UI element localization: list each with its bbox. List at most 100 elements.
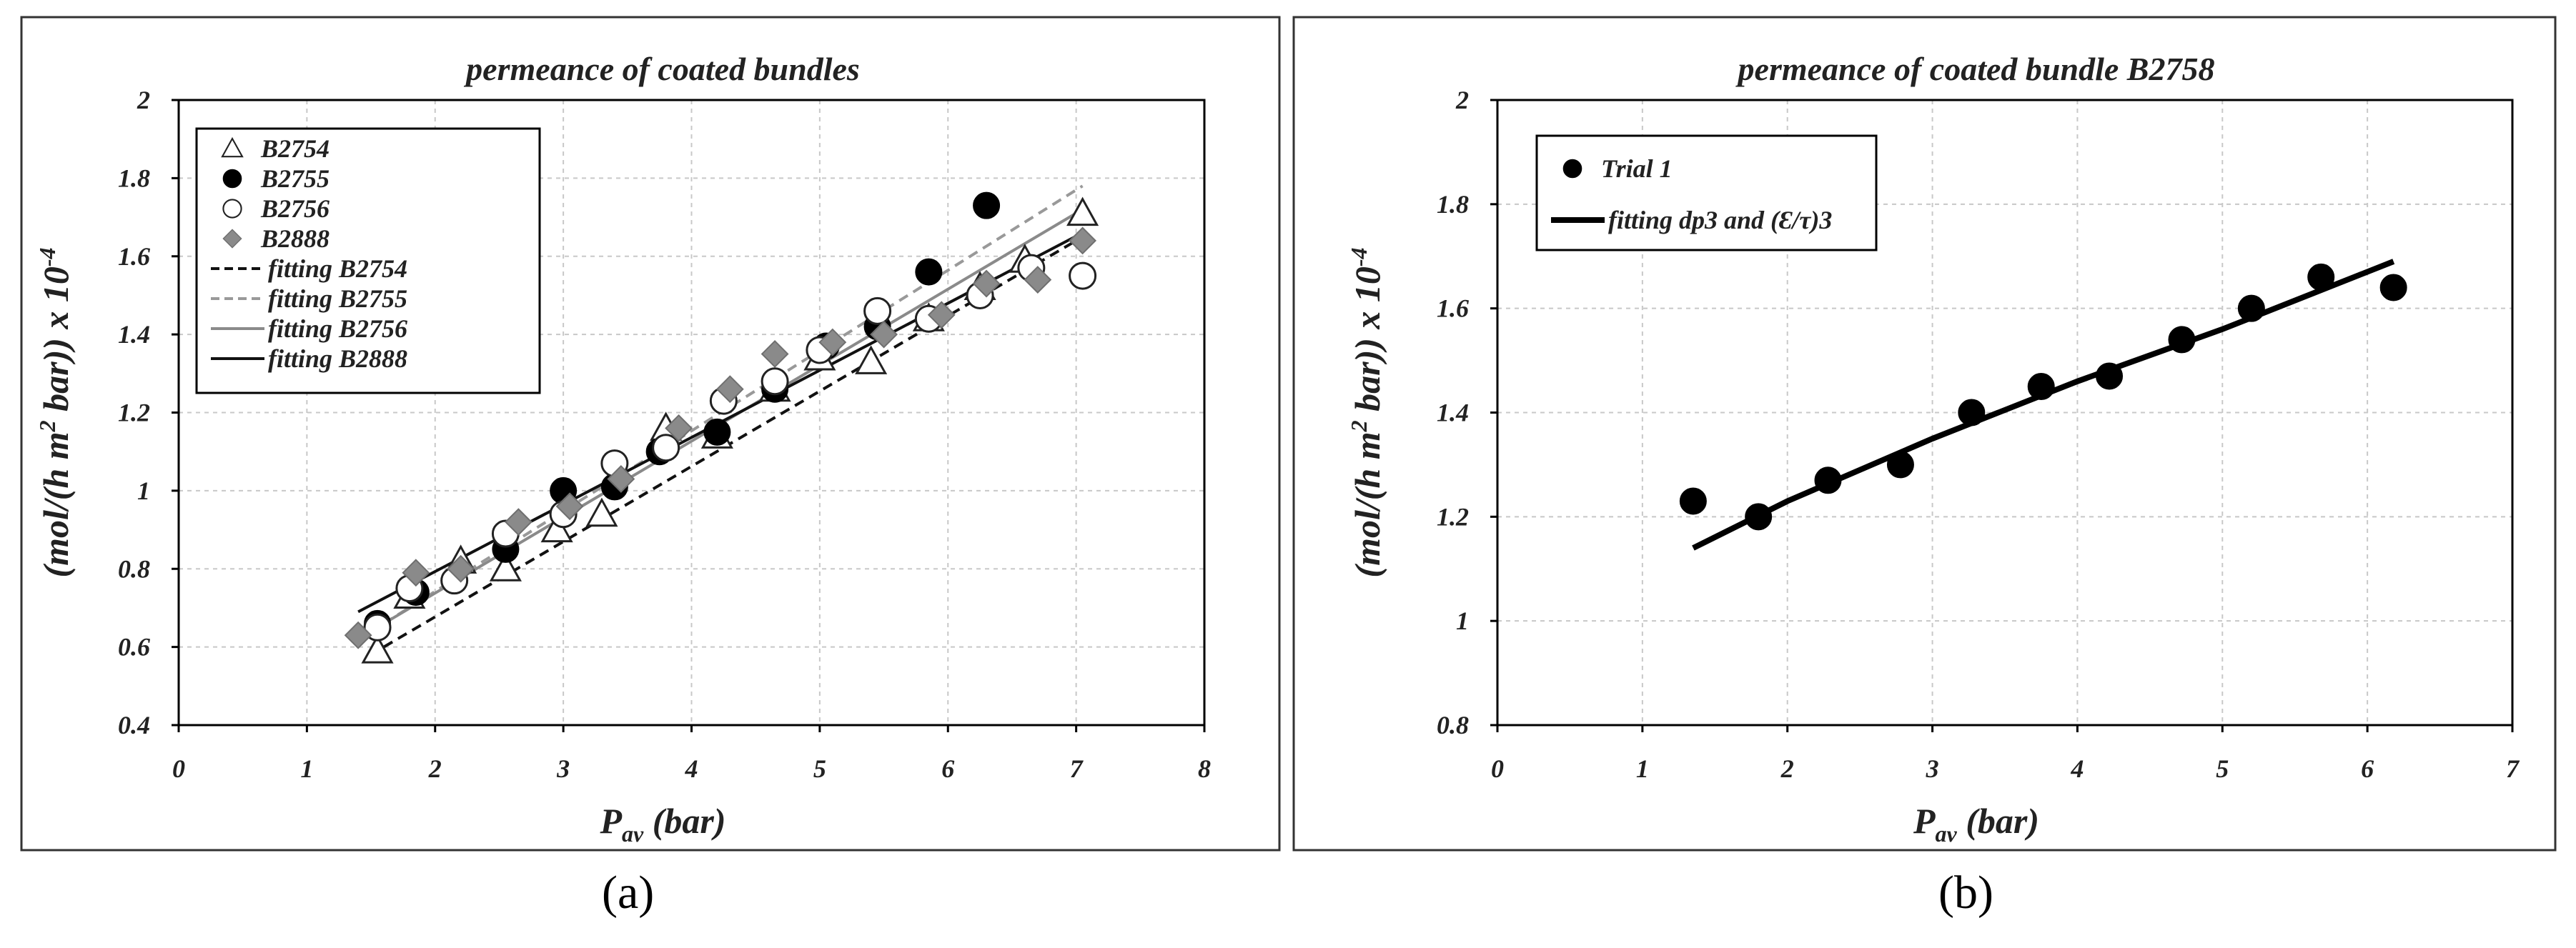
x-axis-label: Pav (bar) <box>1913 801 2039 847</box>
series-B2888 <box>344 226 1097 649</box>
data-point <box>585 497 618 527</box>
x-tick-label: 0 <box>1491 754 1504 783</box>
legend: Trial 1 fitting dp3 and (Ɛ/τ)3 <box>1535 134 1878 251</box>
x-tick-label: 7 <box>1070 754 1084 783</box>
x-axis-label: Pav (bar) <box>599 801 725 847</box>
y-tick-label: 0.8 <box>1437 711 1469 739</box>
chart-frame <box>20 16 1281 852</box>
data-point <box>504 508 532 537</box>
y-tick-label: 0.4 <box>118 711 150 739</box>
legend-label: fitting B2888 <box>268 344 407 373</box>
data-point <box>2168 326 2196 354</box>
series-Trial 1 <box>1679 263 2407 531</box>
y-axis-label: (mol/(h m2 bar)) x 10-4 <box>1346 247 1387 577</box>
x-tick-label: 2 <box>1780 754 1794 783</box>
data-point <box>2096 362 2124 390</box>
data-point <box>447 554 475 583</box>
y-tick-label: 1.2 <box>1437 502 1469 531</box>
x-tick-label: 7 <box>2506 754 2520 783</box>
legend-box <box>1535 134 1878 251</box>
data-point <box>761 340 789 368</box>
x-tick-label: 5 <box>2216 754 2229 783</box>
x-tick-label: 1 <box>1636 754 1649 783</box>
x-tick-label: 6 <box>2361 754 2374 783</box>
x-tick-label: 5 <box>813 754 826 783</box>
data-point <box>915 258 943 286</box>
data-point <box>703 418 731 446</box>
data-point <box>927 301 956 329</box>
legend-label: fitting dp3 and (Ɛ/τ)3 <box>1608 206 1832 234</box>
chart-panel-a: 0 1 2 3 4 5 6 7 8 0.4 0.6 0.8 1 1.2 1.4 1.6 1.8 2 permeanc… <box>20 16 1281 852</box>
data-point <box>2237 294 2265 322</box>
data-point <box>870 320 898 349</box>
data-point <box>2307 263 2335 291</box>
data-point <box>715 375 744 404</box>
legend-label: B2756 <box>260 194 330 223</box>
panel-label-b: (b) <box>1938 867 1993 919</box>
data-point <box>1069 226 1097 255</box>
x-tick-label: 3 <box>556 754 570 783</box>
x-tick-label: 4 <box>685 754 698 783</box>
legend-label: fitting B2754 <box>268 254 407 283</box>
legend-label: B2754 <box>260 134 330 163</box>
data-point <box>363 613 392 642</box>
data-point <box>1745 503 1773 531</box>
x-tick-label: 3 <box>1926 754 1939 783</box>
chart-title: permeance of coated bundles <box>463 51 860 87</box>
legend-marker <box>221 136 244 158</box>
fit-line <box>1692 259 2395 551</box>
x-tick-label: 1 <box>300 754 313 783</box>
data-point <box>2379 274 2407 301</box>
y-tick-label: 1.8 <box>118 164 150 192</box>
y-tick-label: 0.6 <box>118 633 150 662</box>
y-tick-label: 1.8 <box>1437 190 1469 219</box>
legend-label: Trial 1 <box>1601 154 1673 183</box>
x-tick-label: 6 <box>941 754 954 783</box>
data-point <box>2027 373 2055 401</box>
y-tick-label: 1.2 <box>118 399 150 427</box>
data-point <box>1024 266 1052 294</box>
chart-frame <box>1292 16 2557 852</box>
y-axis-label: (mol/(h m2 bar)) x 10-4 <box>34 247 76 577</box>
legend-box <box>195 127 541 394</box>
y-tick-label: 2 <box>137 86 150 114</box>
data-point <box>1886 451 1914 479</box>
data-point <box>1069 261 1097 290</box>
legend-marker <box>222 169 242 189</box>
x-tick-label: 4 <box>2070 754 2084 783</box>
legend-marker <box>222 199 242 219</box>
data-point <box>818 328 847 356</box>
y-tick-label: 1 <box>137 477 150 505</box>
data-point <box>855 345 888 374</box>
legend-label: fitting B2756 <box>268 314 407 343</box>
panel-label-a: (a) <box>602 867 655 919</box>
data-point <box>540 513 573 543</box>
chart-title: permeance of coated bundle B2758 <box>1735 51 2215 87</box>
data-point <box>652 434 680 462</box>
data-point <box>761 367 789 396</box>
y-tick-label: 1.6 <box>1437 294 1469 323</box>
x-tick-label: 2 <box>428 754 442 783</box>
data-point <box>361 634 394 664</box>
legend-label: fitting B2755 <box>268 284 407 313</box>
data-point <box>1814 466 1842 494</box>
data-point <box>489 552 522 582</box>
legend-marker <box>1562 159 1582 179</box>
data-point <box>607 465 635 493</box>
y-tick-label: 1.4 <box>1437 399 1469 427</box>
data-point <box>665 414 693 442</box>
data-point <box>555 492 584 521</box>
data-point <box>1679 487 1707 515</box>
y-tick-label: 1 <box>1456 607 1469 635</box>
data-point <box>973 191 1001 219</box>
data-point <box>344 621 372 649</box>
x-tick-label: 8 <box>1198 754 1211 783</box>
chart-panel-b: 0 1 2 3 4 5 6 7 0.8 1 1.2 1.4 1.6 1.8 2 permeance of co… <box>1292 16 2557 852</box>
data-point <box>1958 399 1986 426</box>
legend-label: B2888 <box>260 224 330 253</box>
legend-marker <box>222 229 242 249</box>
data-point <box>1066 196 1099 226</box>
